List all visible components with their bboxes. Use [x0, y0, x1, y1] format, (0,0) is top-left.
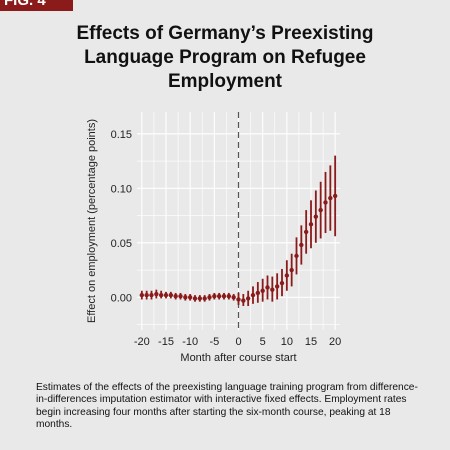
- data-points: [139, 193, 338, 303]
- data-point: [332, 193, 338, 199]
- data-point: [158, 292, 164, 298]
- data-point: [318, 207, 323, 213]
- data-point: [149, 292, 154, 298]
- grid-lines: [137, 112, 340, 330]
- data-point: [308, 222, 314, 227]
- figure-badge: FIG. 4: [0, 0, 73, 11]
- data-point: [284, 273, 290, 278]
- data-point: [154, 291, 159, 297]
- y-tick-label: 0.05: [111, 238, 132, 250]
- data-point: [245, 296, 251, 301]
- y-tick-label: 0.00: [111, 292, 132, 304]
- data-point: [323, 200, 328, 205]
- data-point: [270, 287, 275, 292]
- data-point: [183, 295, 188, 300]
- data-point: [279, 280, 285, 286]
- x-tick-label: -20: [134, 336, 150, 348]
- data-point: [221, 294, 227, 299]
- data-point: [299, 242, 304, 248]
- y-axis-ticks: 0.00 0.05 0.10 0.15: [111, 129, 132, 304]
- y-axis-label: Effect on employment (percentage points): [86, 119, 98, 323]
- x-axis-ticks: -20 -15 -10 -5 0 5 10 15 20: [134, 336, 341, 348]
- data-point: [313, 214, 319, 219]
- data-point: [265, 285, 270, 290]
- data-point: [255, 290, 261, 296]
- x-tick-label: 5: [260, 336, 266, 348]
- data-point: [241, 298, 246, 303]
- figure-badge-label: FIG. 4: [4, 0, 46, 9]
- x-tick-label: 0: [235, 336, 241, 348]
- data-point: [197, 296, 203, 301]
- x-tick-label: 15: [305, 336, 317, 348]
- data-point: [260, 288, 265, 293]
- data-point: [187, 295, 193, 300]
- data-point: [294, 253, 299, 259]
- data-point: [289, 267, 294, 273]
- data-point: [236, 297, 241, 302]
- data-point: [250, 292, 256, 298]
- data-point: [212, 294, 217, 299]
- chart-plot: 0.00 0.05 0.10 0.15 -20 -15 -10 -5 0 5 10 15 20 Mon…: [86, 112, 341, 364]
- x-tick-label: -10: [182, 336, 198, 348]
- chart-title: Effects of Germany’s Preexisting Languag…: [76, 23, 374, 92]
- y-tick-label: 0.10: [111, 183, 132, 195]
- data-point: [144, 292, 149, 298]
- data-point: [139, 292, 145, 298]
- data-point: [163, 292, 169, 298]
- data-point: [202, 296, 207, 301]
- y-tick-label: 0.15: [111, 129, 132, 141]
- figure-caption: Estimates of the effects of the preexist…: [36, 382, 418, 431]
- data-point: [328, 195, 333, 201]
- x-tick-label: -5: [209, 336, 219, 348]
- data-point: [192, 296, 198, 301]
- x-tick-label: 20: [329, 336, 341, 348]
- data-point: [173, 294, 178, 299]
- x-axis-label: Month after course start: [180, 352, 296, 364]
- data-point: [207, 295, 212, 300]
- data-point: [231, 295, 236, 300]
- data-point: [168, 292, 174, 298]
- x-tick-label: -15: [158, 336, 174, 348]
- data-point: [303, 229, 309, 235]
- data-point: [274, 284, 280, 289]
- data-point: [226, 294, 232, 299]
- x-tick-label: 10: [281, 336, 293, 348]
- data-point: [216, 294, 222, 299]
- data-point: [178, 294, 183, 299]
